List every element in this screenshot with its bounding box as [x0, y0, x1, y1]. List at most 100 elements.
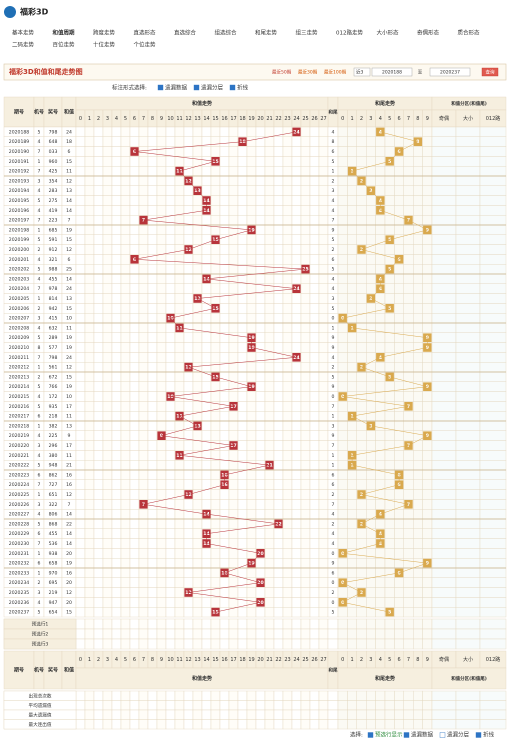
grid-cell — [228, 479, 239, 490]
grid-cell — [246, 156, 257, 167]
period-link[interactable]: 最近100期 — [324, 69, 347, 76]
tail: 9 — [332, 335, 335, 341]
machine: 7 — [38, 286, 41, 292]
grid-cell — [75, 548, 86, 559]
nav-link[interactable]: 直选形态 — [134, 29, 157, 37]
grid-cell — [237, 214, 248, 226]
nav-link[interactable]: 个位走势 — [134, 41, 157, 49]
nav-link[interactable]: 012路走势 — [336, 29, 363, 37]
preselect-cell — [375, 628, 386, 640]
grid-cell — [156, 156, 167, 167]
preselect-cell — [156, 638, 167, 650]
grid-cell — [111, 548, 122, 559]
number: 868 — [49, 521, 58, 527]
nav-link[interactable]: 组选综合 — [215, 29, 238, 37]
nav-link[interactable]: 大小形态 — [377, 29, 400, 37]
option-label[interactable]: 遗漏数据 — [165, 84, 188, 92]
nav-link[interactable]: 直选综合 — [174, 29, 197, 37]
grid-cell — [165, 597, 176, 608]
grid-cell — [264, 293, 275, 304]
grid-cell — [309, 548, 320, 559]
grid-cell — [210, 469, 221, 481]
grid-cell — [219, 440, 230, 451]
tail-line — [341, 131, 429, 613]
grid-cell — [210, 136, 221, 147]
stats-cell — [273, 709, 284, 720]
button-label[interactable]: 查询 — [486, 69, 495, 76]
grid-cell — [183, 185, 194, 196]
grid-cell — [431, 430, 457, 441]
nav-link[interactable]: 和值周期 — [53, 29, 76, 37]
grid-cell — [479, 587, 507, 598]
grid-cell — [300, 460, 311, 471]
grid-cell — [147, 352, 158, 363]
nav-link[interactable]: 十位走势 — [93, 41, 116, 49]
grid-cell — [403, 175, 414, 187]
grid-cell — [237, 371, 248, 383]
grid-cell — [174, 528, 185, 539]
grid-cell — [264, 411, 275, 422]
input-from-value[interactable]: 2020188 — [382, 70, 402, 76]
number: 988 — [49, 267, 58, 273]
grid-cell — [138, 567, 149, 579]
sum-hit-label: 15 — [212, 306, 218, 312]
grid-cell — [394, 528, 404, 539]
number: 382 — [49, 423, 58, 429]
footer-option[interactable]: 遗漏数据 — [411, 731, 434, 739]
tail-hit-label: 0 — [341, 551, 344, 557]
nav-link[interactable]: 和尾走势 — [255, 29, 278, 37]
select-value[interactable]: 近3 — [356, 69, 363, 76]
grid-cell — [129, 548, 140, 559]
grid-cell — [183, 224, 194, 236]
grid-cell — [165, 185, 176, 196]
footer-option[interactable]: 预选行显示 — [375, 731, 403, 739]
grid-cell — [138, 224, 149, 236]
period-link[interactable]: 最近30期 — [298, 69, 318, 76]
grid-cell — [291, 165, 302, 177]
grid-cell — [84, 411, 95, 422]
stats-cell — [479, 690, 507, 701]
nav-link[interactable]: 跨度走势 — [93, 29, 116, 37]
number: 695 — [49, 580, 58, 586]
grid-cell — [102, 528, 113, 539]
grid-cell — [237, 450, 248, 461]
grid-cell — [93, 489, 104, 500]
grid-cell — [174, 332, 185, 343]
grid-cell — [165, 195, 176, 206]
period-link[interactable]: 最近50期 — [272, 69, 292, 76]
grid-cell — [455, 548, 481, 559]
grid-cell — [273, 264, 284, 275]
grid-cell — [403, 597, 414, 608]
preselect-cell — [264, 628, 275, 640]
nav-link[interactable]: 质合形态 — [458, 29, 481, 37]
stats-cell — [282, 709, 293, 720]
grid-cell — [111, 499, 122, 510]
input-to-value[interactable]: 2020237 — [440, 70, 460, 76]
grid-cell — [384, 577, 395, 588]
grid-cell — [264, 224, 275, 236]
preselect-cell — [201, 638, 212, 650]
nav-link[interactable]: 奇偶形态 — [417, 29, 440, 37]
sum-col-label: 22 — [275, 657, 281, 663]
grid-cell — [337, 411, 348, 422]
grid-cell — [309, 313, 320, 324]
footer-option[interactable]: 遗漏分层 — [447, 731, 470, 739]
grid-cell — [75, 420, 86, 432]
grid-cell — [309, 342, 320, 353]
grid-cell — [375, 175, 386, 187]
grid-cell — [403, 538, 414, 549]
grid-cell — [120, 195, 131, 206]
grid-cell — [111, 303, 122, 314]
grid-cell — [75, 528, 86, 539]
option-label[interactable]: 遗漏分层 — [201, 84, 224, 92]
nav-link[interactable]: 百位走势 — [53, 41, 76, 49]
number: 419 — [49, 208, 58, 214]
nav-link[interactable]: 基本走势 — [12, 29, 35, 37]
nav-link[interactable]: 组三走势 — [296, 29, 319, 37]
nav-link[interactable]: 二码走势 — [12, 41, 35, 49]
grid-cell — [174, 342, 185, 353]
footer-option[interactable]: 折线 — [483, 731, 495, 739]
stats-cell — [264, 690, 275, 701]
option-label[interactable]: 折线 — [237, 84, 249, 92]
stats-cell — [147, 709, 158, 720]
